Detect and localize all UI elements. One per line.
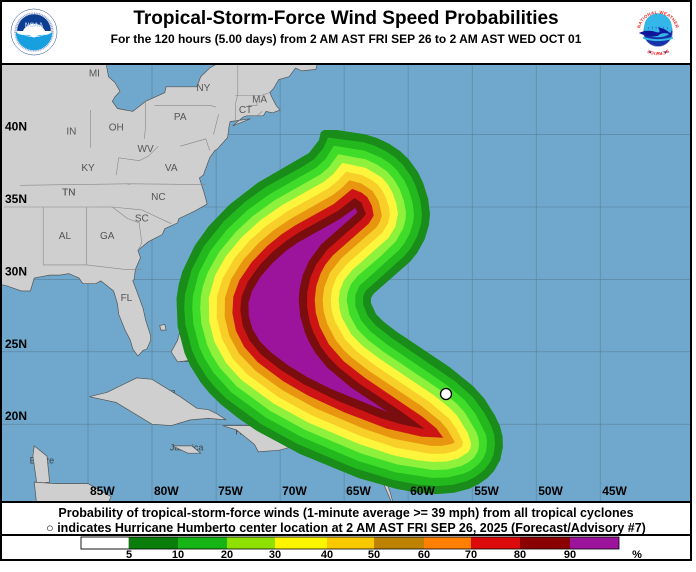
svg-text:20N: 20N [5, 409, 27, 423]
svg-text:55W: 55W [474, 484, 499, 498]
svg-text:40N: 40N [5, 120, 27, 134]
svg-text:60W: 60W [410, 484, 435, 498]
svg-text:NC: NC [151, 192, 165, 203]
svg-text:VA: VA [165, 163, 178, 174]
svg-text:40: 40 [321, 549, 333, 561]
svg-text:60: 60 [418, 549, 430, 561]
svg-text:50W: 50W [538, 484, 563, 498]
svg-text:GA: GA [100, 231, 115, 242]
svg-text:20: 20 [221, 549, 233, 561]
svg-text:75W: 75W [218, 484, 243, 498]
svg-text:85W: 85W [90, 484, 115, 498]
svg-text:90: 90 [564, 549, 576, 561]
svg-text:PA: PA [174, 112, 187, 123]
svg-text:30: 30 [269, 549, 281, 561]
svg-text:25N: 25N [5, 337, 27, 351]
svg-text:35N: 35N [5, 192, 27, 206]
svg-text:WV: WV [138, 144, 154, 155]
svg-text:SC: SC [135, 214, 149, 225]
svg-text:MI: MI [89, 69, 100, 80]
svg-text:50: 50 [368, 549, 380, 561]
svg-text:30N: 30N [5, 264, 27, 278]
svg-text:65W: 65W [346, 484, 371, 498]
svg-text:IN: IN [66, 127, 76, 138]
svg-text:70W: 70W [282, 484, 307, 498]
svg-text:10: 10 [172, 549, 184, 561]
svg-text:AL: AL [59, 231, 72, 242]
svg-text:5: 5 [126, 549, 132, 561]
svg-text:80: 80 [514, 549, 526, 561]
svg-text:MA: MA [252, 95, 267, 106]
svg-text:OH: OH [109, 122, 124, 133]
svg-text:NOAA: NOAA [25, 22, 44, 29]
svg-text:KY: KY [81, 163, 95, 174]
svg-text:80W: 80W [154, 484, 179, 498]
svg-text:70: 70 [465, 549, 477, 561]
svg-text:45W: 45W [602, 484, 627, 498]
svg-text:TN: TN [62, 187, 75, 198]
svg-text:%: % [632, 549, 642, 561]
svg-text:NY: NY [196, 83, 210, 94]
svg-text:FL: FL [121, 293, 133, 304]
svg-text:CT: CT [239, 105, 252, 116]
